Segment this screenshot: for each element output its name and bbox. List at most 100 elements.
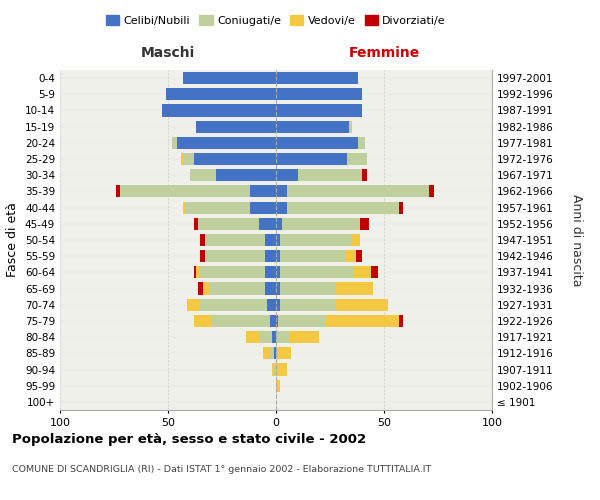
Bar <box>349 120 352 132</box>
Bar <box>337 282 373 294</box>
Bar <box>265 250 276 262</box>
Bar <box>194 153 276 165</box>
Bar <box>215 169 276 181</box>
Bar <box>268 298 276 311</box>
Bar <box>263 348 269 360</box>
Bar <box>354 266 371 278</box>
Bar <box>352 234 360 246</box>
Bar <box>280 250 345 262</box>
Bar <box>200 234 205 246</box>
Bar <box>280 298 337 311</box>
Bar <box>280 234 352 246</box>
Bar <box>194 315 211 327</box>
Bar <box>276 153 347 165</box>
Bar <box>274 364 276 376</box>
Bar <box>276 380 280 392</box>
Bar <box>246 331 259 343</box>
Bar <box>362 169 367 181</box>
Bar <box>289 331 319 343</box>
Bar <box>276 169 298 181</box>
Bar <box>274 348 276 360</box>
Bar <box>276 282 280 294</box>
Bar <box>276 88 362 101</box>
Bar <box>203 282 209 294</box>
Bar <box>399 315 403 327</box>
Bar <box>276 364 287 376</box>
Bar <box>196 266 200 278</box>
Bar <box>356 250 362 262</box>
Text: Popolazione per età, sesso e stato civile - 2002: Popolazione per età, sesso e stato civil… <box>12 432 366 446</box>
Bar <box>276 298 280 311</box>
Bar <box>276 104 362 117</box>
Bar <box>161 104 276 117</box>
Bar <box>185 202 250 213</box>
Bar <box>250 186 276 198</box>
Bar <box>337 298 388 311</box>
Bar <box>287 186 430 198</box>
Bar <box>276 120 349 132</box>
Bar <box>200 298 268 311</box>
Bar <box>187 298 200 311</box>
Bar <box>116 186 121 198</box>
Bar <box>278 348 291 360</box>
Bar <box>269 315 276 327</box>
Bar <box>209 282 265 294</box>
Bar <box>200 266 265 278</box>
Bar <box>183 153 194 165</box>
Bar <box>121 186 250 198</box>
Bar <box>371 266 377 278</box>
Bar <box>176 137 276 149</box>
Bar <box>272 331 276 343</box>
Y-axis label: Fasce di età: Fasce di età <box>7 202 19 278</box>
Bar <box>259 218 276 230</box>
Bar <box>276 186 287 198</box>
Bar <box>276 137 358 149</box>
Bar <box>276 218 283 230</box>
Bar <box>272 364 274 376</box>
Bar <box>269 348 274 360</box>
Bar <box>172 137 176 149</box>
Bar <box>205 250 265 262</box>
Bar <box>166 88 276 101</box>
Bar <box>276 315 278 327</box>
Bar <box>276 266 280 278</box>
Bar <box>194 266 196 278</box>
Bar <box>276 250 280 262</box>
Bar <box>265 266 276 278</box>
Bar <box>399 202 403 213</box>
Bar <box>360 218 369 230</box>
Bar <box>190 169 215 181</box>
Bar <box>200 250 205 262</box>
Bar <box>259 331 272 343</box>
Bar <box>196 120 276 132</box>
Bar <box>198 218 259 230</box>
Bar <box>183 202 185 213</box>
Bar <box>211 315 269 327</box>
Bar <box>205 234 265 246</box>
Bar <box>250 202 276 213</box>
Bar <box>430 186 434 198</box>
Text: COMUNE DI SCANDRIGLIA (RI) - Dati ISTAT 1° gennaio 2002 - Elaborazione TUTTITALI: COMUNE DI SCANDRIGLIA (RI) - Dati ISTAT … <box>12 466 431 474</box>
Bar <box>347 153 367 165</box>
Text: Maschi: Maschi <box>141 46 195 60</box>
Bar <box>265 234 276 246</box>
Bar <box>358 137 365 149</box>
Legend: Celibi/Nubili, Coniugati/e, Vedovi/e, Divorziati/e: Celibi/Nubili, Coniugati/e, Vedovi/e, Di… <box>101 10 451 30</box>
Bar <box>280 282 337 294</box>
Bar <box>287 202 399 213</box>
Bar <box>276 72 358 84</box>
Bar <box>283 218 360 230</box>
Bar <box>298 169 362 181</box>
Y-axis label: Anni di nascita: Anni di nascita <box>570 194 583 286</box>
Bar <box>326 315 399 327</box>
Bar <box>194 218 198 230</box>
Bar <box>276 234 280 246</box>
Bar <box>276 348 278 360</box>
Bar <box>345 250 356 262</box>
Bar <box>276 202 287 213</box>
Bar <box>280 266 354 278</box>
Bar <box>265 282 276 294</box>
Text: Femmine: Femmine <box>349 46 419 60</box>
Bar <box>276 331 289 343</box>
Bar <box>181 153 183 165</box>
